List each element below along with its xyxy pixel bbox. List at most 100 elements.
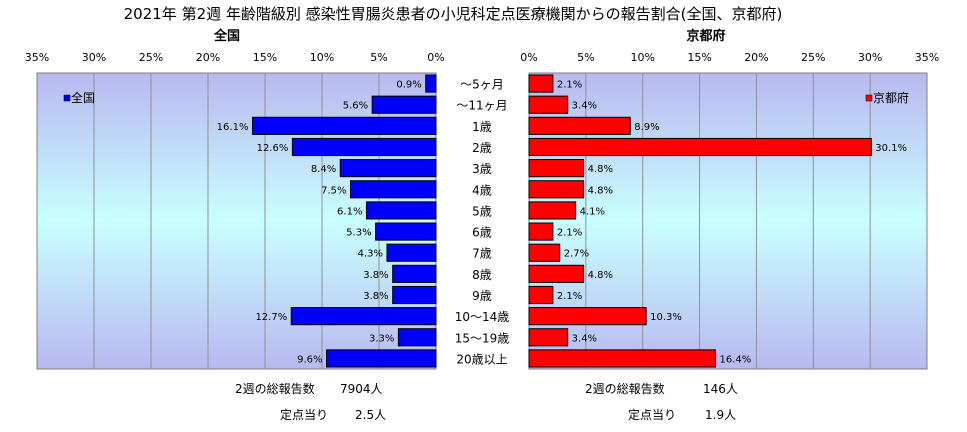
data-label-national: 16.1% — [217, 122, 249, 133]
legend-label-national: 全国 — [71, 90, 95, 105]
data-label-kyoto: 4.1% — [580, 206, 605, 217]
bar-national — [290, 307, 437, 326]
national-per-site-value: 2.5人 — [355, 408, 386, 422]
bar-kyoto — [528, 116, 631, 135]
bar-kyoto — [528, 159, 585, 178]
bar-kyoto — [528, 180, 585, 199]
category-label: 3歳 — [472, 162, 492, 176]
data-label-national: 0.9% — [396, 80, 421, 91]
bar-kyoto — [528, 95, 569, 114]
bar-kyoto — [528, 243, 561, 262]
data-label-kyoto: 30.1% — [875, 143, 907, 154]
category-label: 4歳 — [472, 183, 492, 197]
bar-kyoto — [528, 74, 554, 93]
bar-kyoto — [528, 285, 554, 305]
bar-national — [339, 159, 437, 178]
x-tick-label-national: 25% — [139, 51, 163, 64]
data-label-kyoto: 16.4% — [719, 354, 751, 365]
category-label: 9歳 — [472, 289, 492, 303]
data-label-kyoto: 4.8% — [588, 164, 613, 175]
data-label-national: 3.8% — [363, 270, 388, 281]
bar-national — [291, 137, 437, 157]
kyoto-total-value: 146人 — [703, 382, 738, 396]
legend-swatch-kyoto — [865, 94, 873, 102]
bar-national — [326, 349, 437, 368]
data-label-national: 3.8% — [363, 291, 388, 302]
x-tick-label-kyoto: 15% — [687, 51, 711, 64]
data-label-kyoto: 2.7% — [564, 249, 589, 260]
data-label-national: 8.4% — [311, 164, 336, 175]
x-tick-label-kyoto: 35% — [915, 51, 939, 64]
x-tick-label-national: 10% — [310, 51, 334, 64]
bar-national — [397, 328, 437, 347]
x-tick-label-kyoto: 25% — [801, 51, 825, 64]
category-label: 2歳 — [472, 141, 492, 155]
data-label-kyoto: 8.9% — [634, 122, 659, 133]
chart-title: 2021年 第2週 年齢階級別 感染性胃腸炎患者の小児科定点医療機関からの報告割… — [124, 5, 783, 23]
category-label: 6歳 — [472, 226, 492, 240]
legend-swatch-national — [63, 94, 71, 102]
data-label-national: 9.6% — [297, 354, 322, 365]
national-per-site-label: 定点当り — [280, 407, 328, 422]
data-label-kyoto: 3.4% — [572, 101, 597, 112]
data-label-national: 7.5% — [321, 185, 346, 196]
category-label: 1歳 — [472, 120, 492, 134]
data-label-kyoto: 3.4% — [572, 333, 597, 344]
bar-national — [392, 285, 437, 305]
category-label: 5歳 — [472, 204, 492, 218]
category-label: 8歳 — [472, 268, 492, 282]
category-label: 7歳 — [472, 247, 492, 261]
bar-national — [350, 180, 437, 199]
bar-national — [392, 264, 437, 283]
data-label-kyoto: 2.1% — [557, 228, 582, 239]
bar-kyoto — [528, 201, 577, 220]
category-label: 15～19歳 — [455, 331, 510, 345]
x-tick-label-kyoto: 30% — [858, 51, 882, 64]
x-tick-label-national: 20% — [196, 51, 220, 64]
kyoto-total-label: 2週の総報告数 — [585, 381, 665, 396]
x-tick-label-national: 30% — [82, 51, 106, 64]
bar-national — [386, 243, 437, 262]
x-tick-label-national: 35% — [25, 51, 49, 64]
data-label-kyoto: 4.8% — [588, 270, 613, 281]
data-label-national: 4.3% — [358, 249, 383, 260]
bar-national — [371, 95, 437, 114]
kyoto-per-site-value: 1.9人 — [705, 408, 736, 422]
x-tick-label-kyoto: 5% — [577, 51, 594, 64]
bar-kyoto — [528, 349, 716, 368]
x-tick-label-kyoto: 20% — [744, 51, 768, 64]
bar-kyoto — [528, 264, 585, 283]
x-tick-label-national: 5% — [370, 51, 387, 64]
data-label-kyoto: 2.1% — [557, 80, 582, 91]
panel-title-national: 全国 — [213, 28, 240, 44]
legend-label-kyoto: 京都府 — [873, 90, 909, 105]
category-label: ～11ヶ月 — [456, 99, 507, 113]
data-label-kyoto: 2.1% — [557, 291, 582, 302]
bar-national — [251, 116, 437, 135]
x-tick-label-national: 15% — [253, 51, 277, 64]
data-label-national: 3.3% — [369, 333, 394, 344]
data-label-national: 5.3% — [346, 228, 371, 239]
national-total-value: 7904人 — [340, 382, 383, 396]
category-label: 20歳以上 — [456, 352, 507, 366]
bar-national — [375, 222, 437, 241]
category-label: 10～14歳 — [455, 310, 510, 324]
data-label-kyoto: 4.8% — [588, 185, 613, 196]
data-label-national: 12.7% — [255, 312, 287, 323]
x-tick-label-kyoto: 10% — [630, 51, 654, 64]
x-tick-label-national: 0% — [427, 51, 444, 64]
panel-title-kyoto: 京都府 — [686, 28, 725, 44]
data-label-national: 6.1% — [337, 206, 362, 217]
bar-kyoto — [528, 137, 872, 157]
national-total-label: 2週の総報告数 — [235, 381, 315, 396]
kyoto-per-site-label: 定点当り — [628, 407, 676, 422]
x-tick-label-kyoto: 0% — [520, 51, 537, 64]
category-label: ～5ヶ月 — [460, 78, 504, 92]
data-label-kyoto: 10.3% — [650, 312, 682, 323]
bar-kyoto — [528, 307, 647, 326]
data-label-national: 12.6% — [257, 143, 289, 154]
bar-kyoto — [528, 328, 569, 347]
data-label-national: 5.6% — [343, 101, 368, 112]
